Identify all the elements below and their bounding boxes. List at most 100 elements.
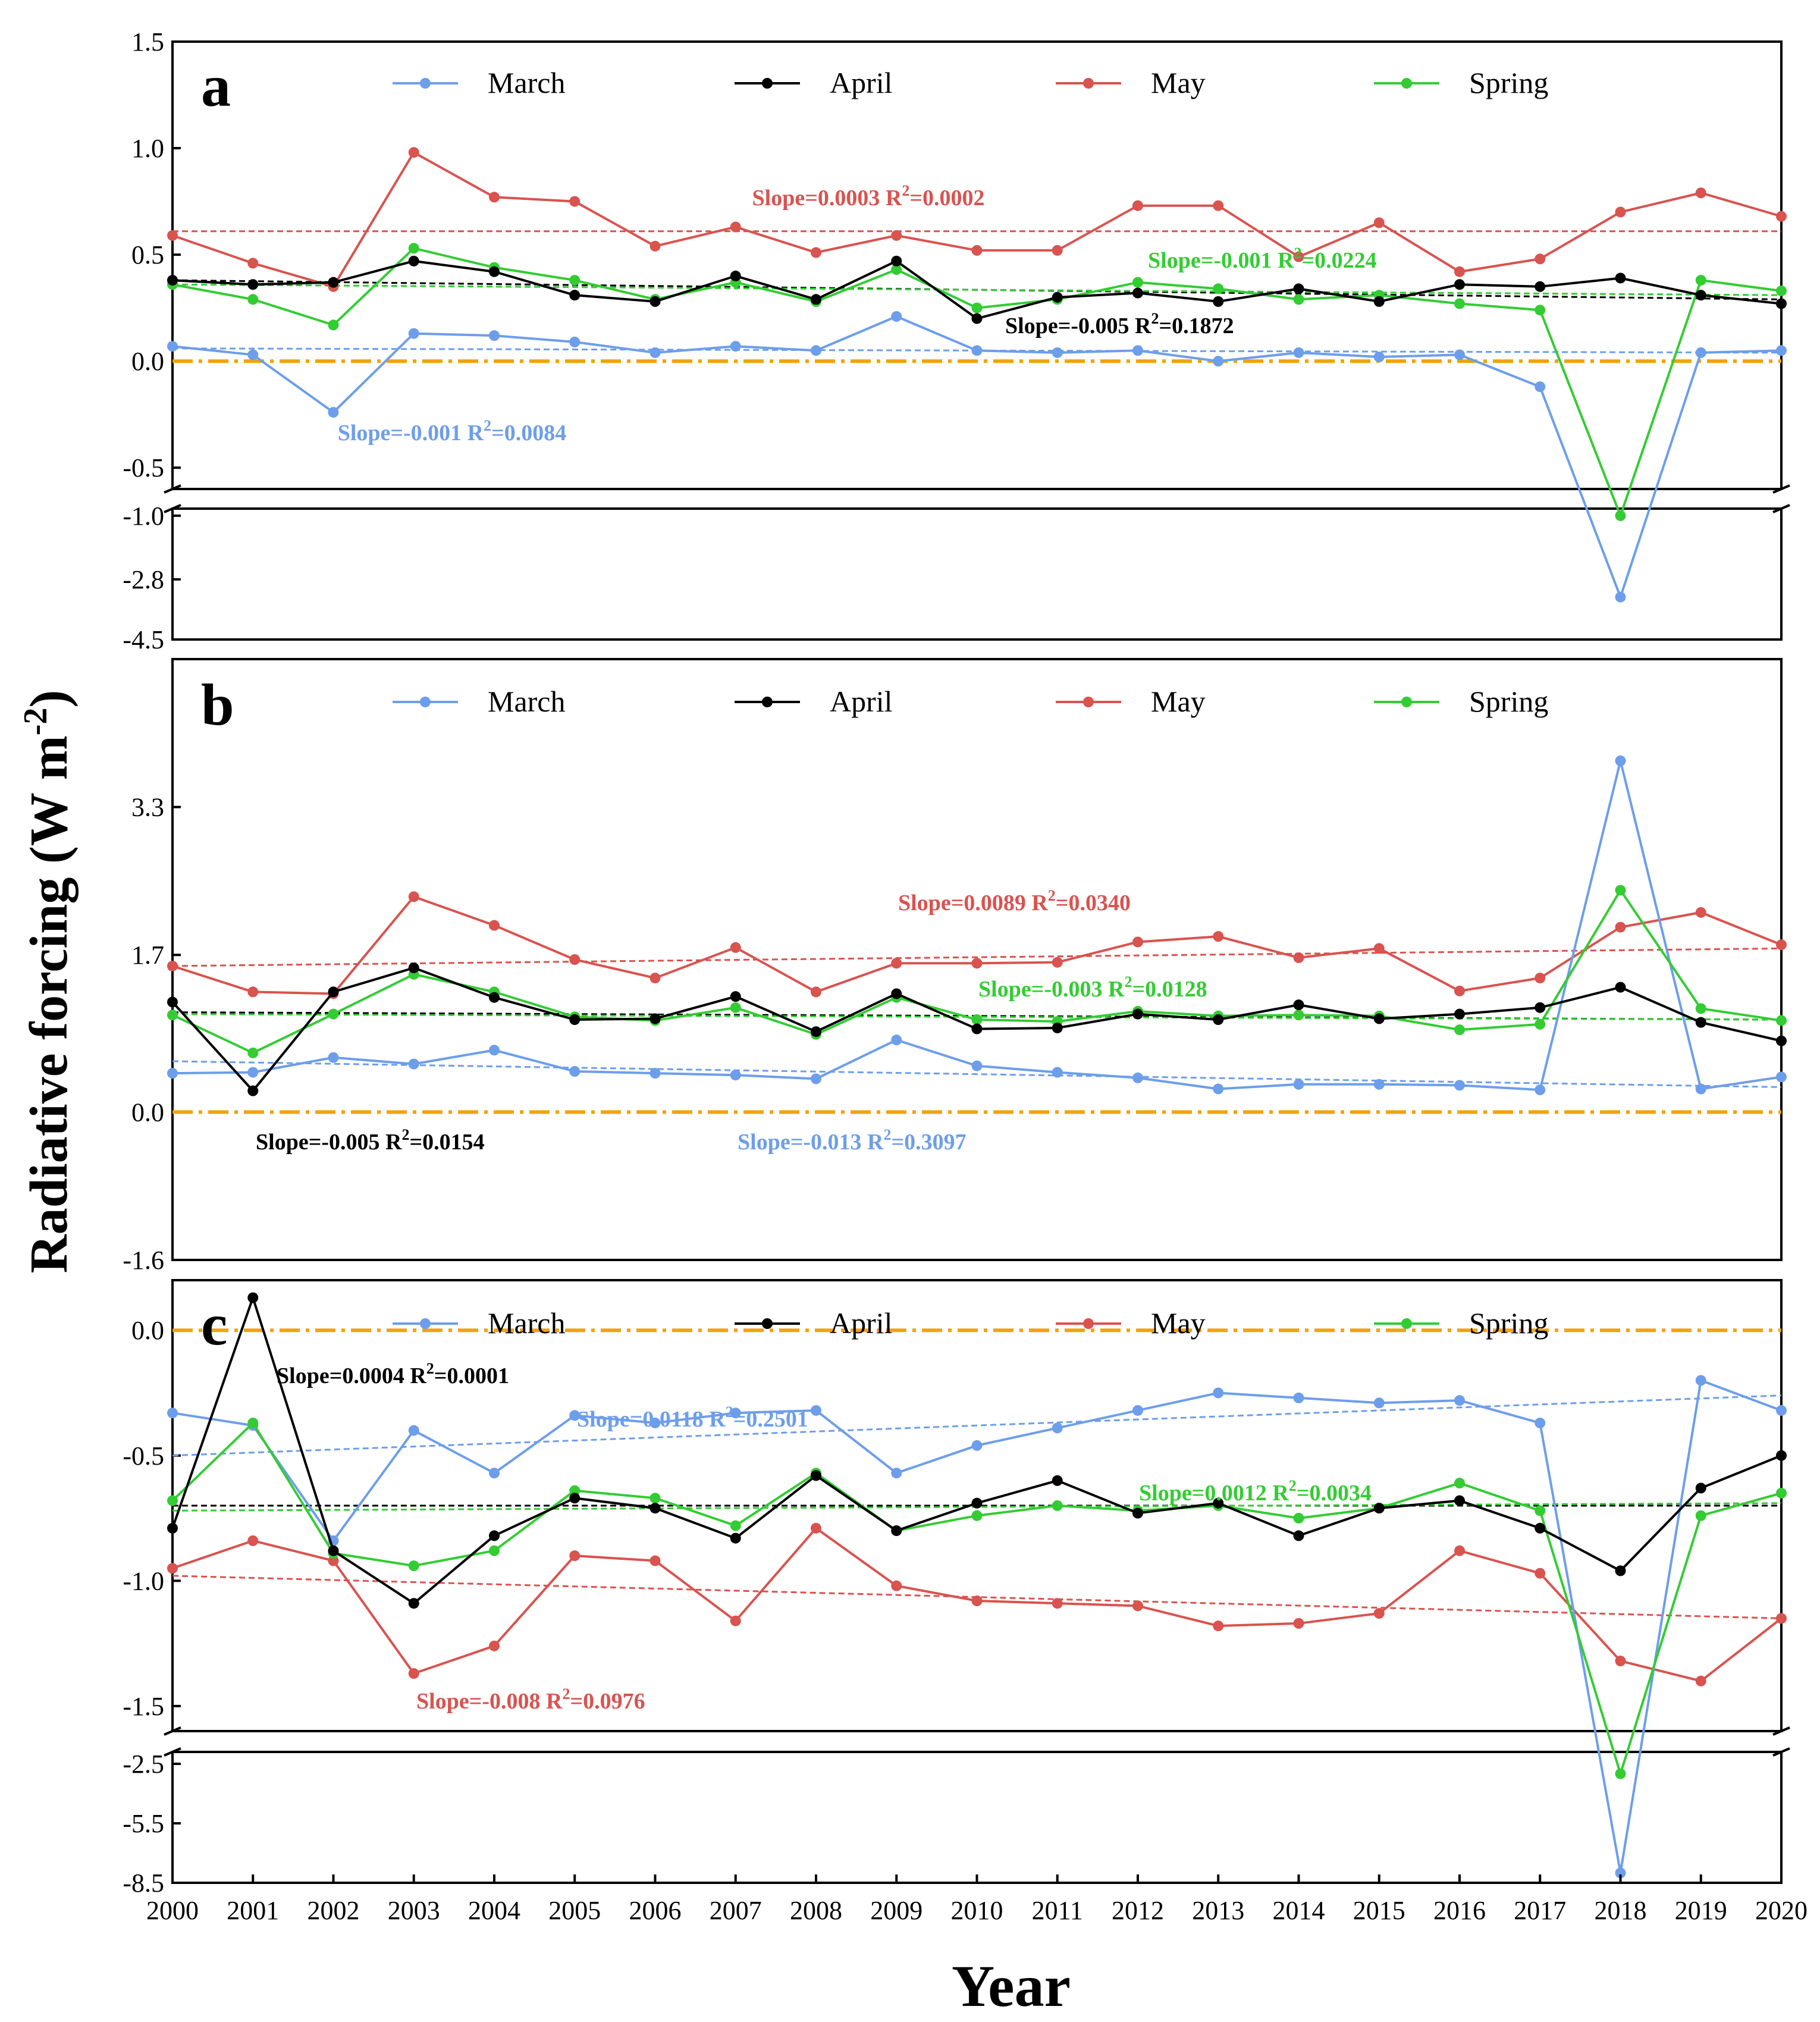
slope-label-text: Slope=-0.005 R (1005, 314, 1151, 338)
data-point-april (489, 992, 500, 1003)
data-point-march (1293, 1079, 1304, 1090)
slope-label-text: Slope=-0.005 R (256, 1130, 402, 1155)
slope-label-r2: =0.0154 (409, 1130, 484, 1155)
data-point-march (730, 1407, 741, 1419)
data-point-april (167, 1522, 178, 1534)
legend-label-april: April (830, 1306, 893, 1340)
data-point-march (1615, 755, 1626, 766)
y-tick-label: 0.0 (131, 1098, 164, 1127)
x-tick-label: 2008 (790, 1896, 842, 1925)
data-point-may (1132, 936, 1143, 948)
x-tick-label: 2013 (1192, 1896, 1244, 1925)
data-point-march (730, 341, 741, 352)
data-point-march (569, 1410, 580, 1421)
panel-c: 0.0 -0.5 -1.0 -1.5 -2.5 -5.5 -8.5 Slope=0.0118 … (123, 1279, 1790, 1898)
data-point-may (1535, 1568, 1546, 1579)
panel-frame (171, 658, 1783, 1261)
data-point-april (328, 1545, 339, 1556)
data-point-april (1373, 1013, 1385, 1024)
data-point-spring (1132, 277, 1143, 288)
data-point-march (891, 1468, 902, 1479)
slope-label-superscript: 2 (426, 1360, 434, 1377)
y-tick-label: -4.5 (123, 625, 164, 654)
slope-label-r2: =0.0084 (491, 421, 566, 446)
data-point-march (1454, 349, 1465, 360)
data-point-march (811, 1405, 821, 1416)
slope-label-superscript: 2 (484, 417, 491, 434)
legend-marker-april (762, 78, 773, 89)
x-tick-label: 2011 (1032, 1896, 1083, 1925)
trend-line-may (172, 947, 1782, 967)
slope-label-april: Slope=-0.005 R2=0.1872 (1005, 310, 1234, 338)
panel-frame-lower (171, 507, 1783, 641)
data-point-march (1052, 1067, 1063, 1078)
data-point-may (1132, 1600, 1143, 1612)
data-point-march (167, 1068, 178, 1079)
slope-label-april: Slope=-0.005 R2=0.0154 (256, 1126, 485, 1155)
data-point-april (971, 1497, 983, 1509)
data-point-may (489, 920, 500, 931)
data-point-march (649, 1418, 661, 1429)
data-point-may (811, 247, 821, 258)
y-tick-label: 1.0 (131, 134, 164, 163)
x-tick-label: 2015 (1353, 1896, 1405, 1925)
data-point-april (1776, 298, 1787, 309)
slope-label-text: Slope=-0.008 R (416, 1689, 563, 1714)
data-point-april (167, 275, 178, 286)
data-point-may (1695, 187, 1706, 199)
slope-label-text: Slope=-0.013 R (738, 1130, 884, 1155)
y-tick-label: -1.0 (123, 501, 164, 531)
data-point-march (730, 1070, 741, 1081)
x-tick-label: 2006 (629, 1896, 682, 1925)
data-point-may (247, 258, 259, 269)
data-point-may (1052, 244, 1063, 256)
data-point-april (1293, 999, 1304, 1011)
axis-break-mark (164, 1747, 181, 1757)
data-point-may (649, 1555, 661, 1566)
legend-marker-spring (1401, 697, 1412, 707)
slope-label-april: Slope=0.0004 R2=0.0001 (277, 1360, 509, 1388)
slope-label-text: Slope=0.0003 R (752, 186, 902, 211)
y-tick-label: -1.5 (123, 1692, 164, 1721)
data-point-may (489, 192, 500, 203)
data-point-may (971, 244, 983, 256)
legend-marker-march (420, 1318, 431, 1329)
data-point-april (1535, 1002, 1546, 1013)
data-point-april (1052, 1022, 1063, 1033)
data-point-march (971, 345, 983, 356)
data-point-spring (1615, 510, 1626, 521)
data-point-march (489, 1045, 500, 1056)
axis-break-mark (164, 504, 181, 513)
data-point-spring (1293, 1010, 1304, 1021)
data-point-spring (1776, 1487, 1787, 1499)
y-axis-label-main: Radiative forcing (W m (20, 735, 79, 1273)
series-line-may (172, 151, 1782, 289)
y-tick-label: 0.0 (131, 347, 164, 376)
data-point-spring (1454, 298, 1465, 309)
data-point-march (1535, 1418, 1546, 1429)
data-point-april (811, 1470, 821, 1481)
legend-label-spring: Spring (1469, 1306, 1548, 1340)
data-point-april (730, 270, 741, 281)
data-point-march (1695, 1083, 1706, 1095)
data-point-may (730, 221, 741, 233)
data-point-march (811, 1073, 821, 1084)
data-point-spring (1052, 1500, 1063, 1511)
data-point-april (971, 313, 983, 324)
data-point-may (1615, 1656, 1626, 1667)
data-point-march (1776, 345, 1787, 356)
data-point-march (649, 1068, 661, 1079)
series-line-march (172, 760, 1782, 1092)
legend-marker-may (1083, 1318, 1094, 1329)
data-point-spring (408, 1560, 419, 1572)
data-point-spring (408, 243, 419, 254)
data-point-april (1373, 296, 1385, 307)
data-point-may (1213, 1620, 1224, 1632)
slope-label-r2: =0.0128 (1132, 977, 1207, 1002)
data-point-may (1052, 957, 1063, 968)
data-point-april (1213, 1014, 1224, 1025)
trend-line-spring (172, 283, 1782, 296)
slope-label-text: Slope=-0.001 R (1148, 248, 1294, 273)
slope-label-text: Slope=-0.001 R (338, 421, 484, 446)
data-point-april (1454, 279, 1465, 290)
